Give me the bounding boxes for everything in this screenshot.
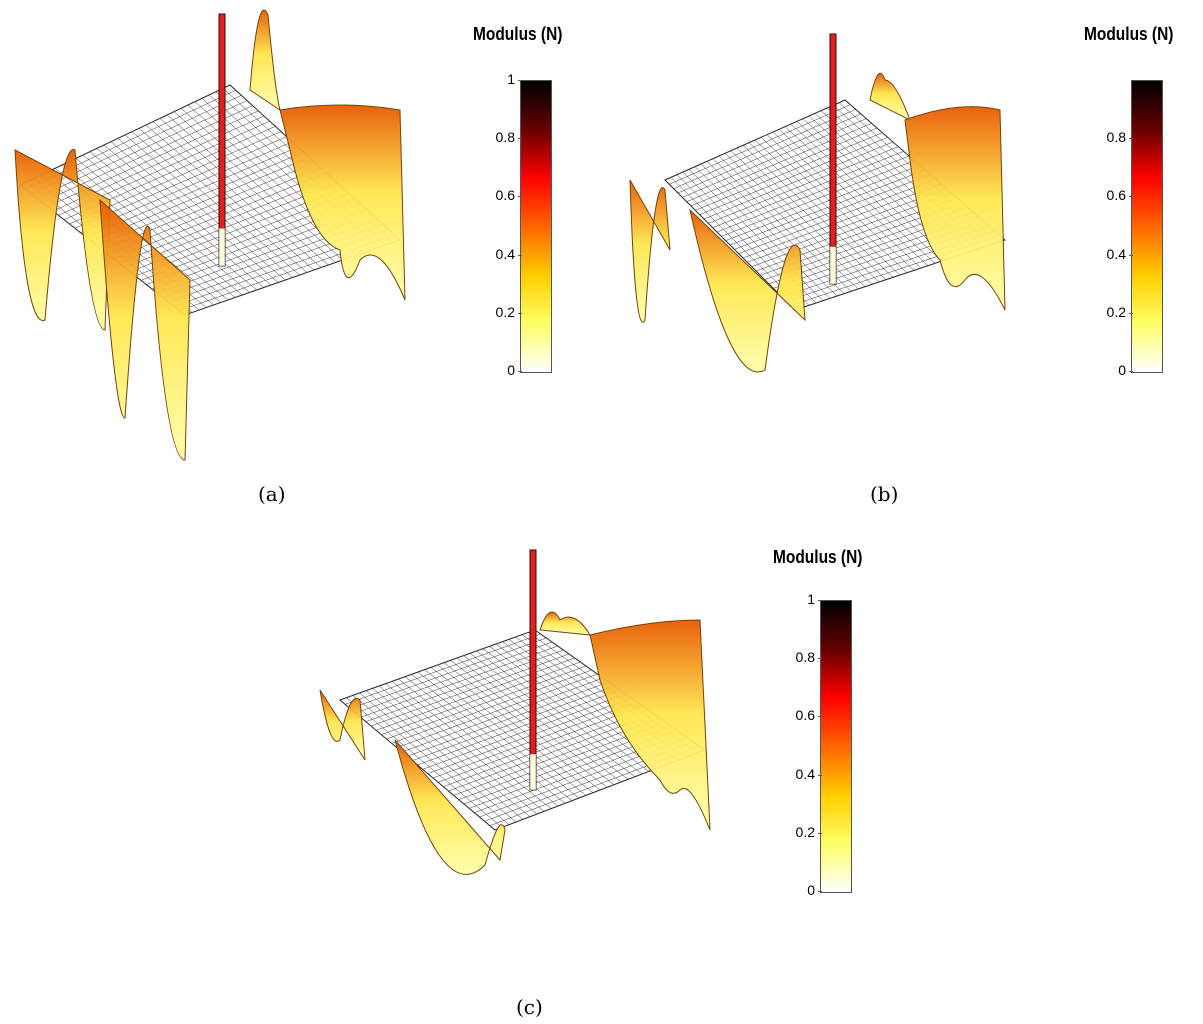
colorbar-tick-label: 0.2 xyxy=(1106,303,1126,320)
colorbar-tick-mark xyxy=(1129,254,1133,256)
colorbar-tick-mark xyxy=(1129,138,1133,140)
edge-wave xyxy=(869,72,911,122)
colorbar-tick-label: 0.8 xyxy=(1106,129,1126,146)
colorbar-tick-mark xyxy=(518,196,522,198)
colorbar-tick-label: 0.8 xyxy=(795,649,815,666)
colorbar-tick-mark xyxy=(818,891,822,892)
colorbar-title-c: Modulus (N) xyxy=(773,547,863,567)
colorbar-tick-label: 0.6 xyxy=(1106,187,1126,204)
edge-wave xyxy=(629,179,671,323)
colorbar-tick-label: 0 xyxy=(807,882,815,898)
colorbar-tick-mark xyxy=(518,371,522,372)
colorbar-tick-label: 0.6 xyxy=(495,187,515,204)
edge-wave xyxy=(279,104,406,301)
edge-wave xyxy=(249,9,281,112)
colorbar-tick-label: 0.8 xyxy=(495,129,515,146)
edge-wave xyxy=(319,689,366,761)
edge-wave xyxy=(689,208,806,373)
colorbar-tick-mark xyxy=(1129,312,1133,314)
colorbar-tick-mark xyxy=(518,312,522,314)
colorbar-title-b: Modulus (N) xyxy=(1084,24,1174,44)
colorbar-tick-label: 0.4 xyxy=(795,765,815,782)
colorbar-tick-label: 0.2 xyxy=(795,823,815,840)
colorbar-tick-mark xyxy=(1129,196,1133,198)
colorbar-a xyxy=(520,80,552,373)
caption-a: (a) xyxy=(258,482,286,506)
colorbar-tick-label: 1 xyxy=(507,71,515,87)
colorbar-tick-mark xyxy=(1129,371,1133,372)
colorbar-tick-label: 0.2 xyxy=(495,303,515,320)
colorbar-tick-mark xyxy=(818,774,822,776)
panel-c: Modulus (N) 0 0.2 0.4 0.6 0.8 1 (c) xyxy=(290,530,910,1024)
colorbar-tick-mark xyxy=(818,658,822,660)
colorbar-tick-label: 1 xyxy=(807,591,815,607)
caption-b: (b) xyxy=(870,482,899,506)
edge-wave xyxy=(589,619,711,831)
edge-wave xyxy=(99,198,191,461)
surface-plot-c xyxy=(319,549,711,875)
colorbar-tick-mark xyxy=(518,254,522,256)
colorbar-tick-label: 0.4 xyxy=(1106,245,1126,262)
colorbar-c xyxy=(820,600,852,893)
panel-a: Modulus (N) 0 0.2 0.4 0.6 0.8 1 (a) xyxy=(0,0,600,520)
colorbar-tick-label: 0.6 xyxy=(795,707,815,724)
colorbar-b xyxy=(1131,80,1163,373)
spike-base xyxy=(829,246,837,285)
colorbar-title-a: Modulus (N) xyxy=(473,24,563,44)
surface-plot-b xyxy=(629,33,1006,373)
colorbar-tick-mark xyxy=(518,80,522,81)
edge-wave xyxy=(14,149,111,331)
spike-base xyxy=(218,227,226,267)
edge-wave xyxy=(394,739,506,875)
edge-wave xyxy=(904,106,1006,311)
caption-c: (c) xyxy=(516,995,543,1019)
spike-base xyxy=(529,753,537,791)
colorbar-tick-mark xyxy=(518,138,522,140)
colorbar-tick-label: 0 xyxy=(1118,362,1126,378)
colorbar-tick-mark xyxy=(818,716,822,718)
colorbar-tick-mark xyxy=(818,600,822,601)
edge-wave xyxy=(539,611,591,636)
colorbar-tick-label: 0 xyxy=(507,362,515,378)
panel-b: Modulus (N) 0 0.2 0.4 0.6 0.8 (b) xyxy=(600,0,1203,520)
surface-plot-a xyxy=(14,9,406,461)
colorbar-tick-mark xyxy=(818,832,822,834)
colorbar-tick-label: 0.4 xyxy=(495,245,515,262)
